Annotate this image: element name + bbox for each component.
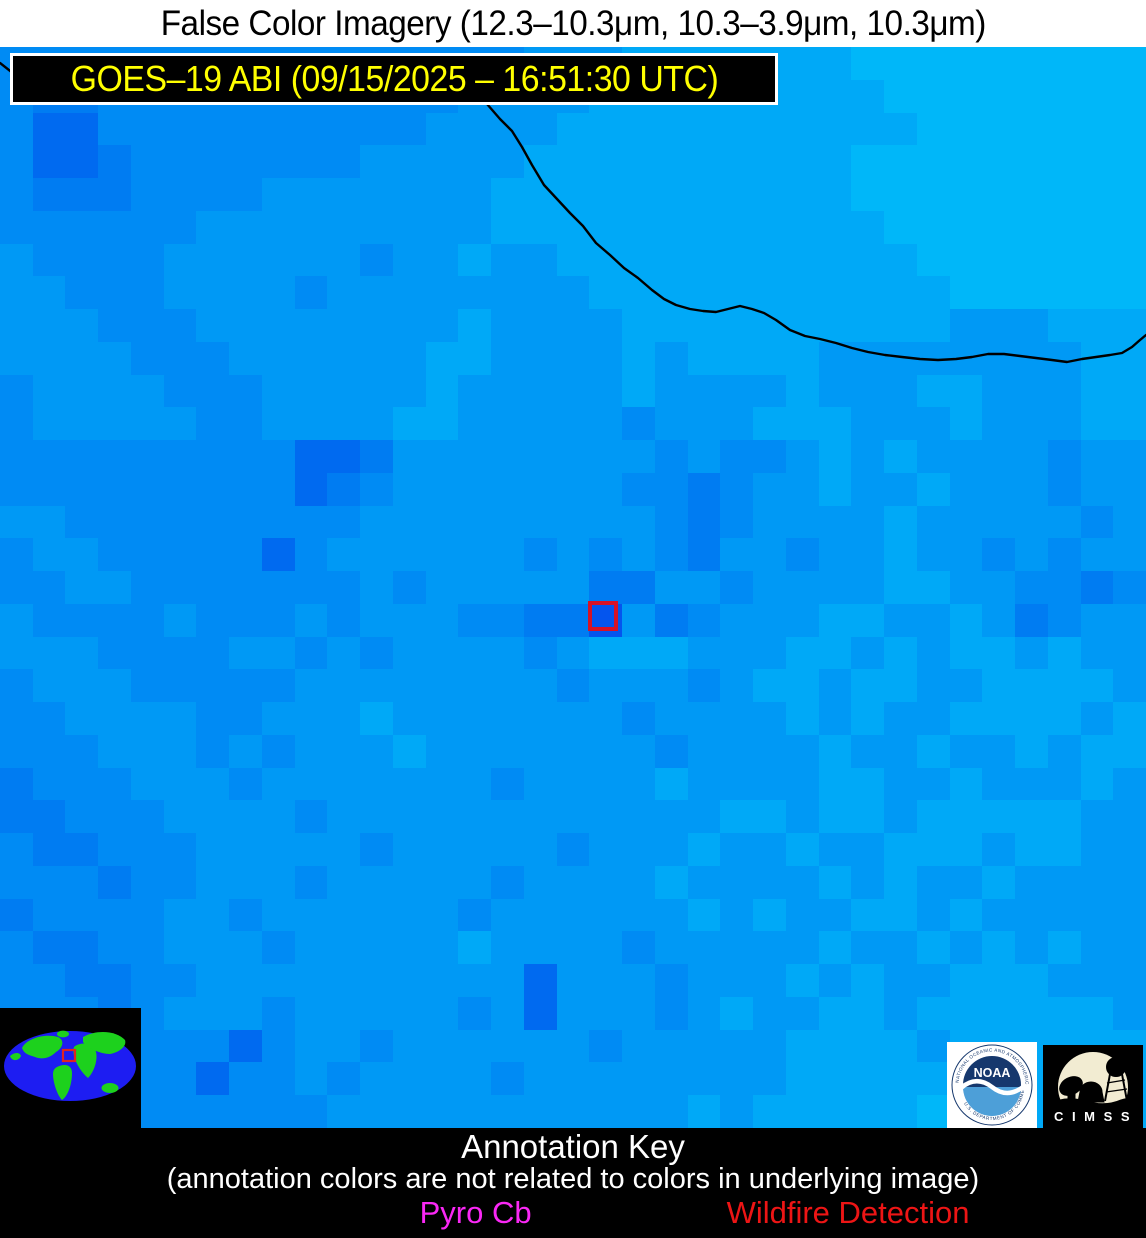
inset-location-marker — [61, 1048, 77, 1063]
legend-wildfire-detection: Wildfire Detection — [726, 1195, 970, 1230]
annotation-key-legend: Pyro Cb Wildfire Detection — [0, 1195, 1146, 1231]
noaa-seagull-icon — [958, 1079, 1026, 1096]
page-title: False Color Imagery (12.3–10.3μm, 10.3–3… — [160, 3, 986, 43]
cimss-logo: C I M S S — [1043, 1045, 1143, 1128]
annotation-key-note: (annotation colors are not related to co… — [166, 1163, 980, 1195]
satellite-timestamp-label: GOES–19 ABI (09/15/2025 – 16:51:30 UTC) — [10, 53, 778, 105]
title-bar: False Color Imagery (12.3–10.3μm, 10.3–3… — [0, 0, 1146, 47]
annotation-key-bar: Annotation Key (annotation colors are no… — [0, 1128, 1146, 1238]
annotation-key-heading: Annotation Key — [461, 1128, 685, 1165]
cimss-observatory-silhouette — [1046, 1057, 1141, 1128]
satellite-timestamp-text: GOES–19 ABI (09/15/2025 – 16:51:30 UTC) — [70, 58, 718, 99]
legend-pyro-cb: Pyro Cb — [419, 1195, 532, 1230]
world-map-inset — [0, 1008, 141, 1128]
coastline-overlay — [0, 61, 1146, 364]
satellite-image: GOES–19 ABI (09/15/2025 – 16:51:30 UTC) — [0, 47, 1146, 1128]
cimss-label: C I M S S — [1054, 1109, 1132, 1124]
world-continents — [10, 1030, 126, 1100]
noaa-logo: NATIONAL OCEANIC AND ATMOSPHERIC ADMINIS… — [945, 1038, 1037, 1128]
noaa-acronym: NOAA — [974, 1066, 1011, 1080]
wildfire-detection-marker — [588, 601, 618, 631]
